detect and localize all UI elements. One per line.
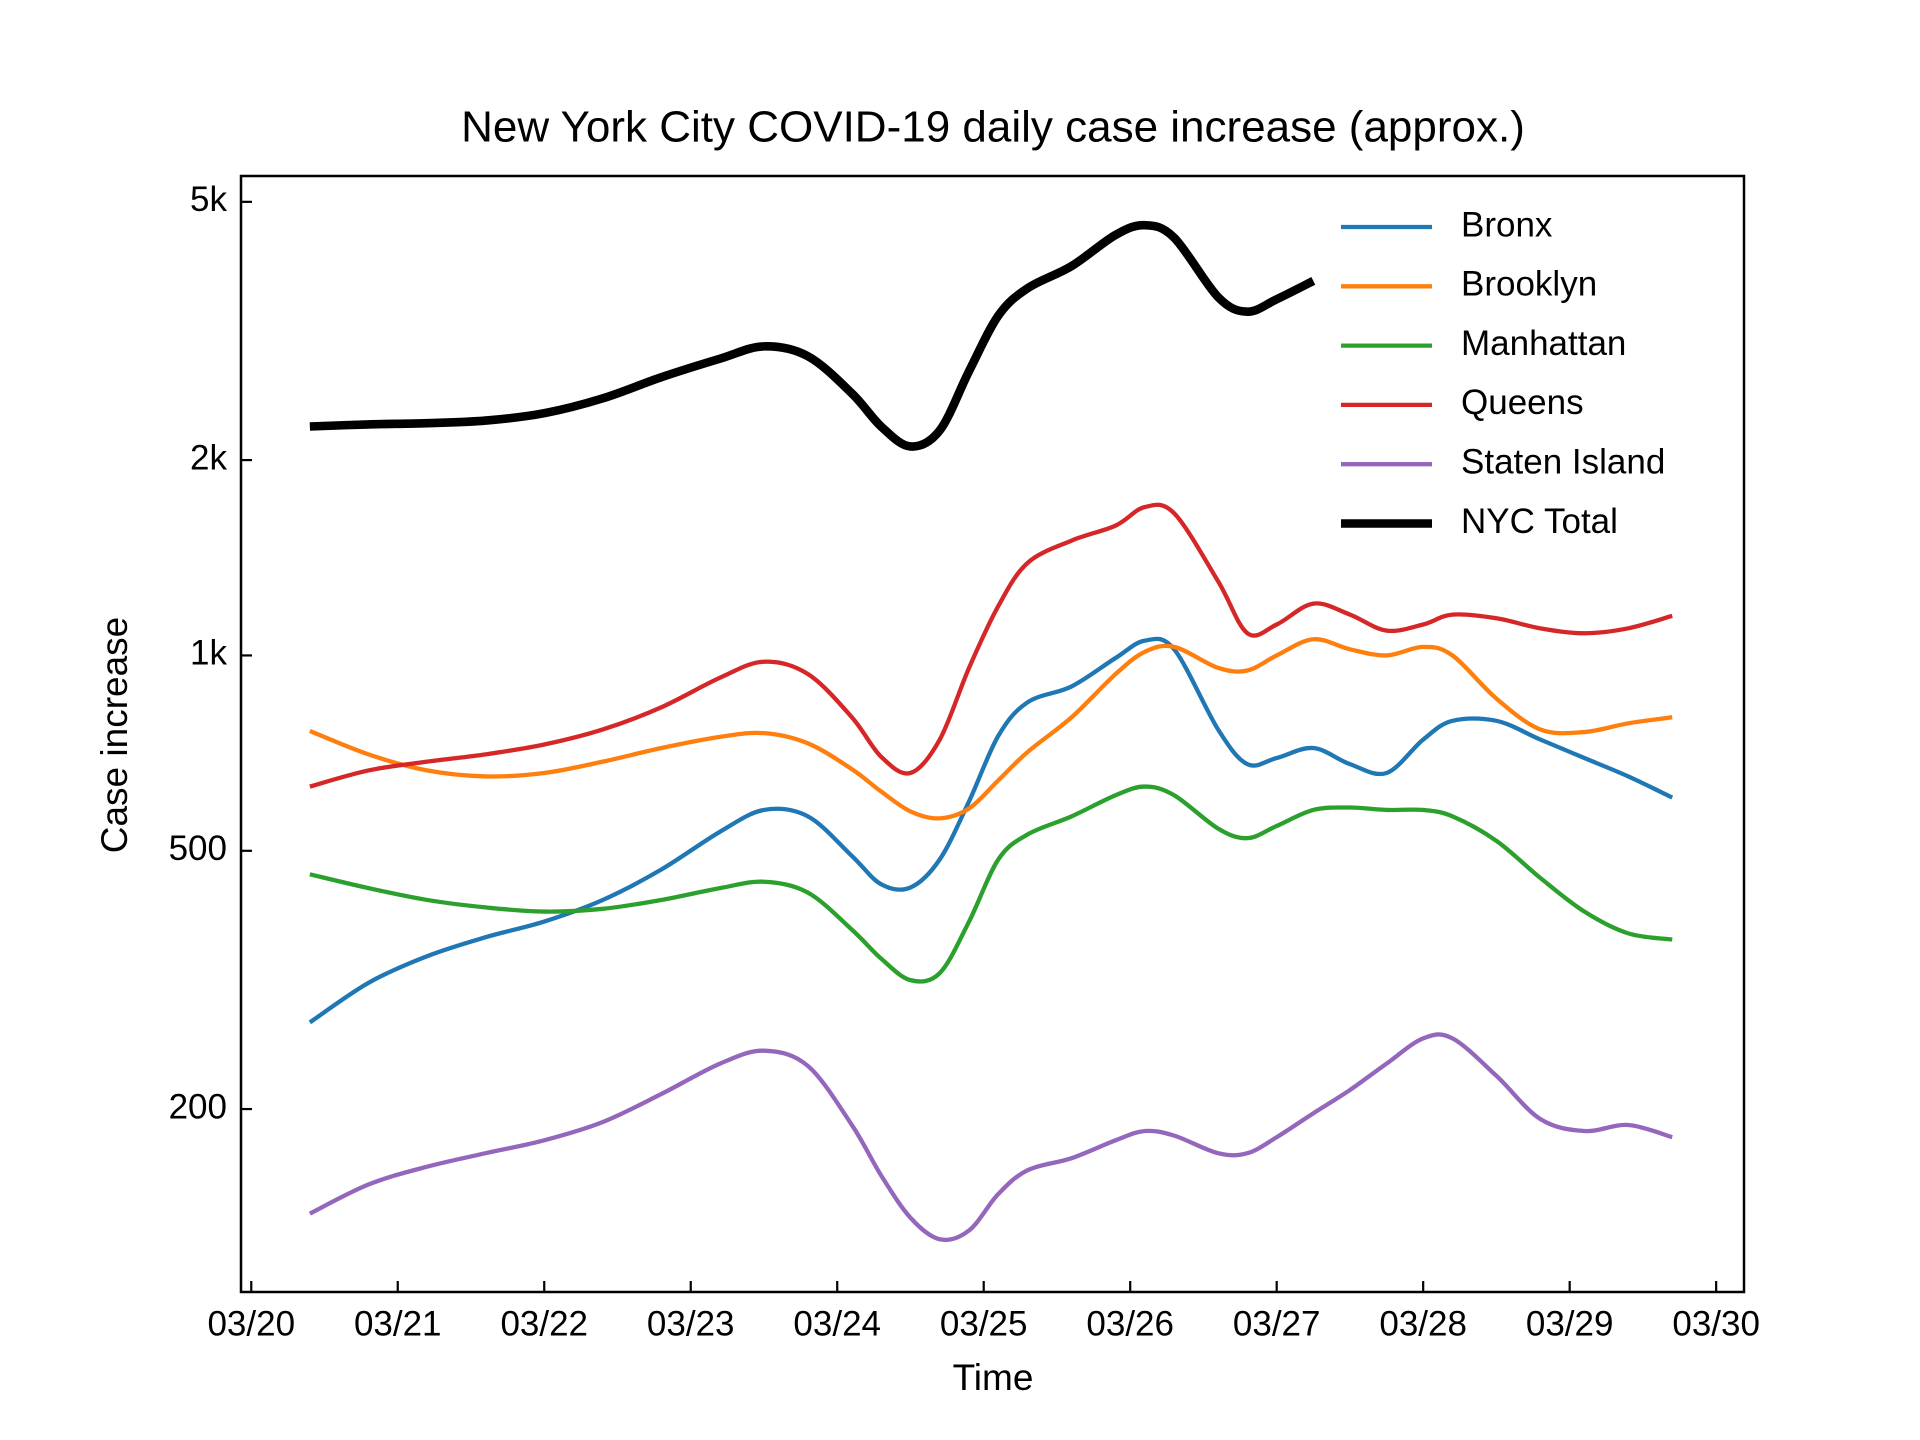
legend-label: NYC Total: [1461, 502, 1618, 541]
legend-label: Manhattan: [1461, 324, 1626, 363]
legend-label: Staten Island: [1461, 442, 1665, 481]
chart-title: New York City COVID-19 daily case increa…: [461, 103, 1525, 152]
y-tick-label: 1k: [190, 634, 227, 673]
x-tick-label: 03/21: [354, 1304, 442, 1343]
series-line: [308, 636, 1674, 1025]
x-tick-label: 03/25: [940, 1304, 1028, 1343]
y-tick-label: 5k: [190, 180, 227, 219]
x-tick-label: 03/24: [793, 1304, 881, 1343]
plot-frame: [239, 174, 1746, 1294]
series-line: [309, 637, 1673, 821]
series-line: [309, 502, 1673, 789]
legend-label: Bronx: [1461, 205, 1553, 244]
y-tick-label: 500: [169, 829, 227, 868]
x-tick-label: 03/28: [1379, 1304, 1467, 1343]
series-line: [309, 784, 1673, 984]
y-tick-label: 2k: [190, 438, 227, 477]
x-tick-label: 03/26: [1086, 1304, 1174, 1343]
legend-label: Queens: [1461, 383, 1584, 422]
x-tick-label: 03/23: [647, 1304, 735, 1343]
y-axis-label: Case increase: [94, 617, 135, 854]
series-line: [309, 220, 1316, 451]
x-tick-label: 03/29: [1526, 1304, 1614, 1343]
series-line: [308, 1032, 1673, 1243]
legend-label: Brooklyn: [1461, 265, 1597, 304]
x-axis-label: Time: [953, 1357, 1034, 1398]
x-tick-label: 03/20: [207, 1304, 295, 1343]
x-tick-label: 03/30: [1672, 1304, 1760, 1343]
plot-area: [308, 220, 1674, 1243]
x-tick-label: 03/22: [500, 1304, 588, 1343]
y-tick-label: 200: [169, 1087, 227, 1126]
x-tick-label: 03/27: [1233, 1304, 1321, 1343]
